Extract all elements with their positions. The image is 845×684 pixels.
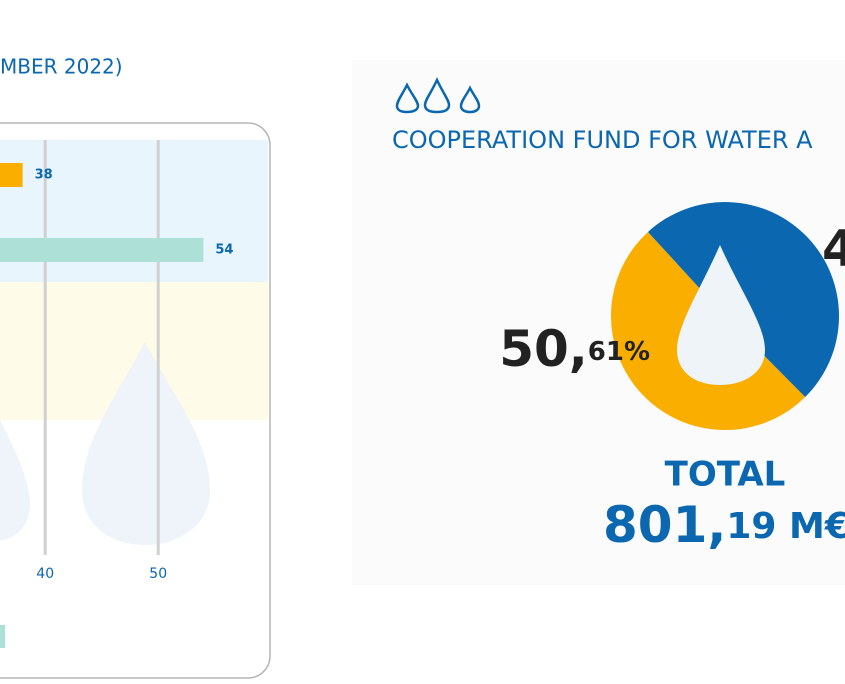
drop-decoration [0,420,30,540]
x-tick-label: 40 [36,566,54,582]
chart-title: COOPERATION FUND FOR WATER A [392,126,813,154]
bar [0,238,204,262]
x-tick-label: 50 [149,566,167,582]
drop-center [677,245,765,385]
data-label: 50,61% [499,320,650,378]
chart-title: MBER 2022) [0,55,123,79]
drop-decoration [82,342,210,545]
bar-decoration [0,625,5,648]
bar [0,163,23,187]
data-label: 54 [215,243,233,258]
data-label: 38 [35,168,53,183]
total-value: 801,19 M€ [603,496,845,554]
drops-icon [395,77,481,114]
total-label: TOTAL [665,455,786,495]
data-label: 4 [822,220,845,278]
